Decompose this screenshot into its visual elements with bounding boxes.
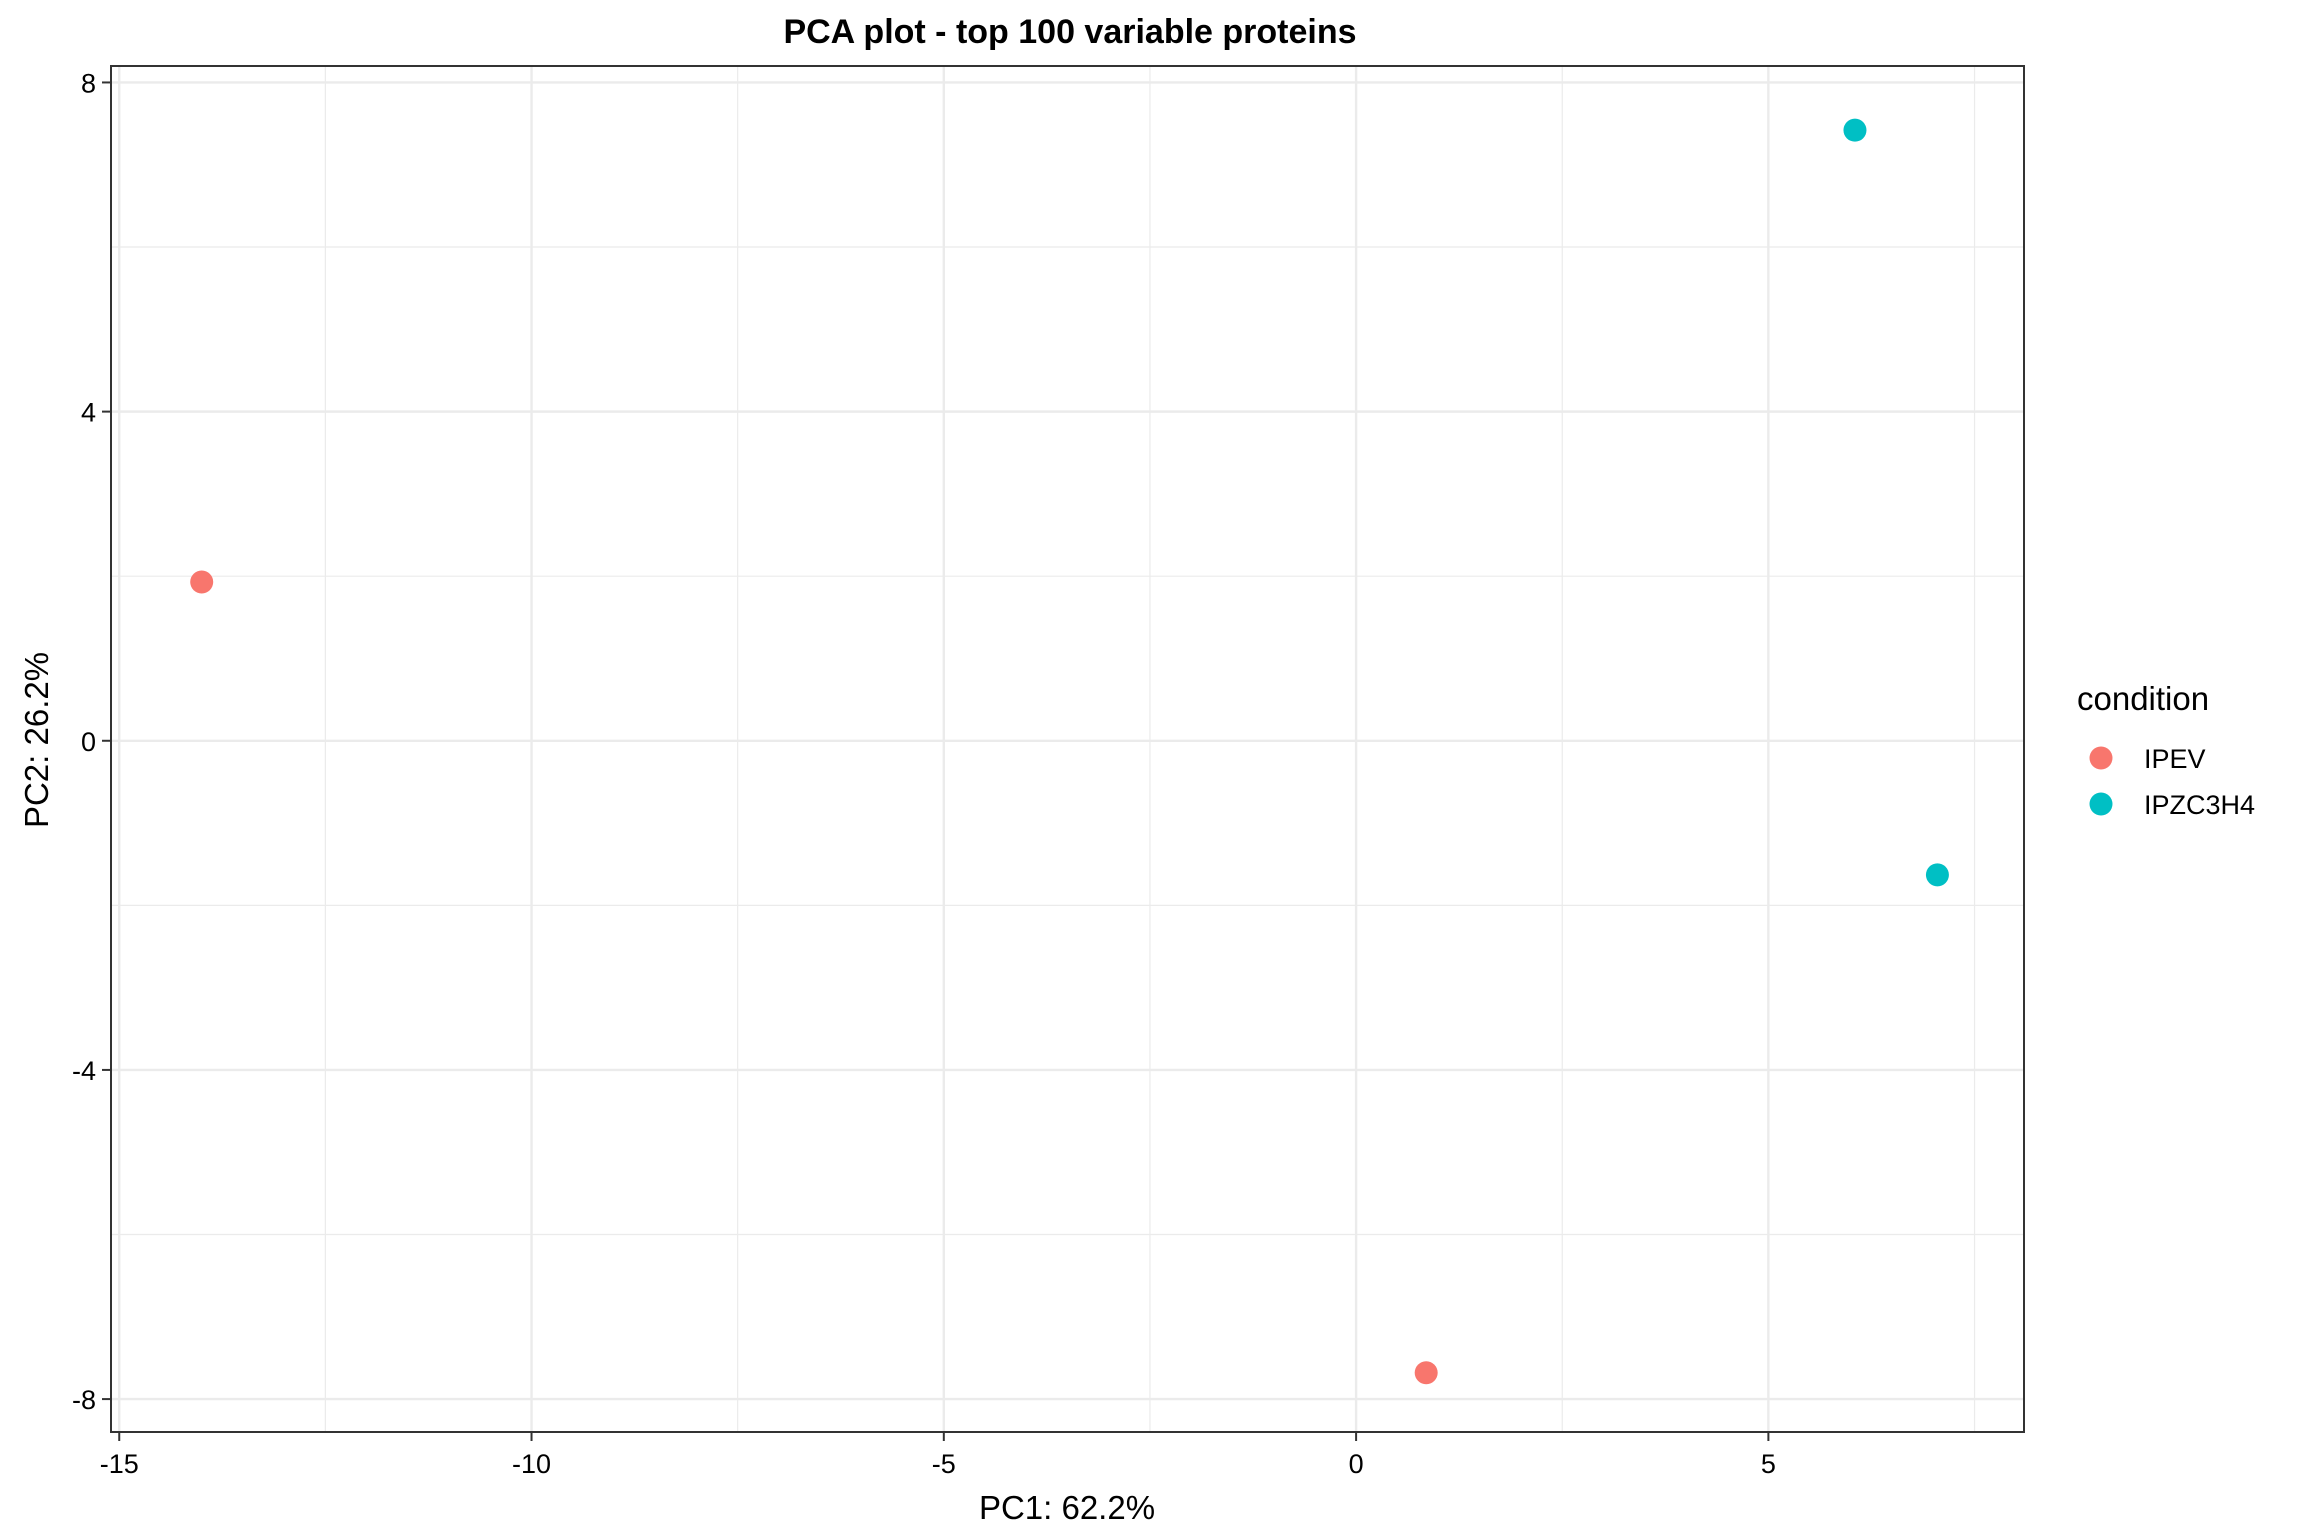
legend-item-ipzc3h4: IPZC3H4: [2089, 790, 2255, 820]
plot-panel: [110, 65, 2025, 1433]
legend-item-ipev: IPEV: [2089, 744, 2206, 774]
x-tick-label: -10: [512, 1449, 551, 1479]
x-axis-label: PC1: 62.2%: [979, 1489, 1155, 1526]
legend-title: condition: [2077, 680, 2209, 717]
x-tick-label: 0: [1349, 1449, 1364, 1479]
legend-label-ipev: IPEV: [2144, 744, 2206, 774]
data-point-ipev: [1414, 1361, 1438, 1385]
data-point-ipev: [190, 570, 214, 594]
y-axis: -8 -4 0 4 8: [72, 68, 111, 1415]
legend-items: IPEV IPZC3H4: [2089, 744, 2255, 820]
data-points: [190, 118, 1949, 1385]
major-gridlines: [111, 66, 2024, 1432]
data-point-ipzc3h4: [1843, 118, 1867, 142]
y-tick-label: -4: [72, 1056, 96, 1086]
plot-panel-background: [111, 66, 2024, 1432]
legend-key-ipev: [2089, 746, 2113, 770]
x-tick-label: -15: [100, 1449, 139, 1479]
chart-title: PCA plot - top 100 variable proteins: [783, 13, 1356, 51]
y-axis-label: PC2: 26.2%: [18, 652, 55, 828]
legend-key-ipzc3h4: [2089, 792, 2113, 816]
data-point-ipzc3h4: [1925, 863, 1949, 887]
y-tick-label: 0: [81, 727, 96, 757]
y-tick-label: -8: [72, 1385, 96, 1415]
minor-gridlines: [111, 66, 2024, 1432]
legend-label-ipzc3h4: IPZC3H4: [2144, 790, 2255, 820]
y-tick-label: 8: [81, 68, 96, 98]
legend: condition IPEV IPZC3H4: [2077, 680, 2255, 820]
x-tick-label: 5: [1761, 1449, 1776, 1479]
plot-panel-border: [110, 65, 2025, 1433]
x-axis: -15 -10 -5 0 5: [100, 1432, 1776, 1479]
y-tick-label: 4: [81, 398, 96, 428]
x-tick-label: -5: [932, 1449, 956, 1479]
